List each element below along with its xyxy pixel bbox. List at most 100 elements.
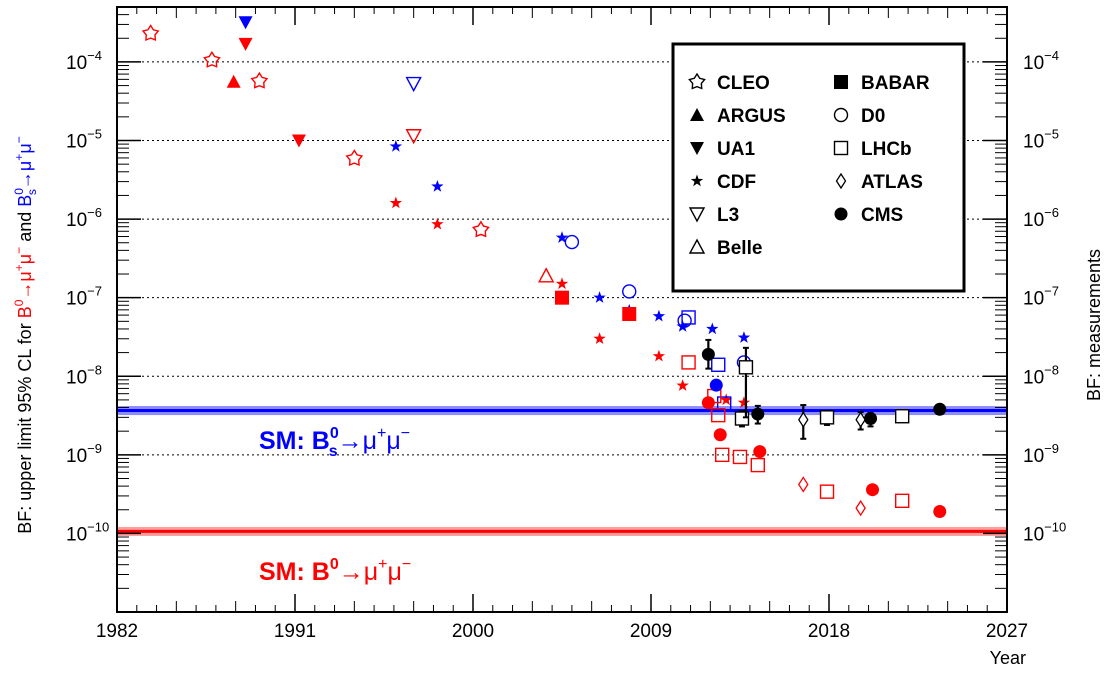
point-cdf-bs [706, 322, 719, 335]
point-cdf-bs [737, 331, 751, 343]
point-cms-bd [753, 445, 767, 459]
y-tick-label-left: 10−5 [66, 127, 102, 153]
point-belle-bd [538, 267, 555, 283]
y-tick-label-right: 10−5 [1023, 127, 1059, 153]
y-tick-label-right: 10−8 [1023, 362, 1059, 388]
point-ua1-bd [291, 134, 306, 148]
legend-marker-belle [688, 238, 706, 254]
point-argus-bd [226, 74, 241, 88]
measurement-cms [751, 407, 765, 421]
point-l3-bd [405, 129, 422, 145]
point-ua1-bs [238, 16, 253, 30]
point-lhcb-bd [894, 493, 910, 509]
legend-label-cdf: CDF [717, 172, 756, 193]
point-lhcb-bs [681, 310, 696, 325]
legend-marker-cdf [690, 174, 704, 187]
y-tick-label-left: 10−4 [66, 48, 102, 74]
y-tick-label-right: 10−9 [1023, 441, 1059, 467]
point-lhcb-bd [750, 457, 765, 473]
point-cleo-bd [203, 50, 221, 68]
point-cdf-bs [652, 309, 666, 322]
legend-marker-argus [690, 108, 704, 121]
legend-label-d0: D0 [861, 106, 885, 127]
legend-label-lhcb: LHCb [861, 139, 912, 160]
y-tick-label-right: 10−10 [1023, 519, 1066, 545]
point-cleo-bd [250, 71, 269, 89]
point-cleo-bd [472, 220, 490, 238]
y-tick-label-left: 10−10 [66, 519, 109, 545]
x-tick-label: 2018 [808, 621, 850, 642]
point-cdf-bd [737, 396, 751, 409]
legend-label-l3: L3 [717, 205, 739, 226]
sm-label-bs: SM: B0 s→μ+μ− [259, 425, 410, 460]
point-cms-bd [933, 505, 947, 519]
legend-label-cleo: CLEO [717, 73, 770, 94]
point-lhcb-bd [681, 355, 696, 370]
measurement-lhcb [894, 409, 910, 424]
x-tick-label: 2000 [452, 621, 494, 642]
y-tick-label-left: 10−9 [66, 441, 102, 467]
legend-marker-d0 [833, 107, 849, 123]
legend-marker-cms [834, 207, 848, 221]
point-cdf-bs [676, 319, 689, 332]
measurement-cms [933, 402, 947, 416]
measurement-atlas [855, 411, 866, 428]
point-cdf-bd [719, 393, 733, 406]
measurement-lhcb [819, 410, 835, 425]
legend-marker-babar [834, 75, 848, 89]
point-cdf-bd [652, 349, 666, 362]
marker-bg [895, 409, 909, 423]
legend-label-belle: Belle [717, 238, 762, 259]
measurement-atlas [798, 411, 809, 428]
point-ua1-bd [238, 37, 253, 51]
point-cdf-bs [389, 139, 403, 152]
point-d0-bs [677, 313, 692, 328]
legend-marker-lhcb [833, 140, 849, 156]
legend-label-atlas: ATLAS [861, 172, 923, 193]
point-cdf-bd [389, 196, 403, 209]
y-tick-label-left: 10−6 [66, 205, 102, 231]
legend-label-babar: BABAR [861, 73, 930, 94]
point-cdf-bs [431, 179, 444, 192]
point-cdf-bs [593, 291, 606, 303]
point-babar-bd [555, 290, 569, 305]
axis-ticks: 1982 1991 2000 2009 2018 2027 10−10 10−10 10−9 10… [66, 6, 1066, 642]
point-d0-bs [622, 284, 637, 299]
marker-bg [739, 360, 753, 374]
point-cleo-bd [141, 24, 160, 42]
measurement-lhcb [738, 360, 754, 375]
point-cdf-bd [676, 379, 689, 391]
point-lhcb-bd [819, 484, 835, 499]
point-babar-bd [622, 306, 637, 321]
y-tick-label-right: 10−6 [1023, 205, 1059, 231]
y-axis-title-right: BF: measurements [1084, 249, 1104, 401]
y-tick-label-right: 10−7 [1023, 284, 1059, 310]
point-atlas-bd [798, 476, 809, 493]
data-points [141, 16, 947, 519]
legend-box [671, 42, 966, 293]
sm-lines [117, 406, 1007, 536]
point-cdf-bd [593, 332, 606, 345]
measurement-cms [701, 347, 715, 361]
point-atlas-bd [855, 499, 866, 517]
x-tick-label: 1991 [274, 621, 316, 642]
legend-marker-cleo [688, 72, 706, 90]
marker-bg [820, 410, 834, 424]
point-cdf-bd [431, 217, 444, 230]
x-axis-title: Year [990, 648, 1026, 668]
legend-label-ua1: UA1 [717, 139, 755, 160]
legend-marker-l3 [688, 207, 706, 223]
legend: CLEO BABAR ARGUS D0 UA1 LHCb CDF ATLAS L3 CMS Bell… [671, 42, 966, 293]
point-lhcb-bs [711, 357, 726, 372]
point-cms-bd [866, 483, 880, 497]
point-lhcb-bd [711, 407, 726, 423]
point-lhcb-bd [732, 449, 748, 465]
y-tick-label-left: 10−8 [66, 362, 102, 388]
x-tick-label: 1982 [96, 621, 138, 642]
legend-label-cms: CMS [861, 205, 903, 226]
x-tick-label: 2027 [986, 621, 1028, 642]
point-lhcb-bd [715, 447, 730, 463]
point-cms-bd [713, 428, 727, 442]
